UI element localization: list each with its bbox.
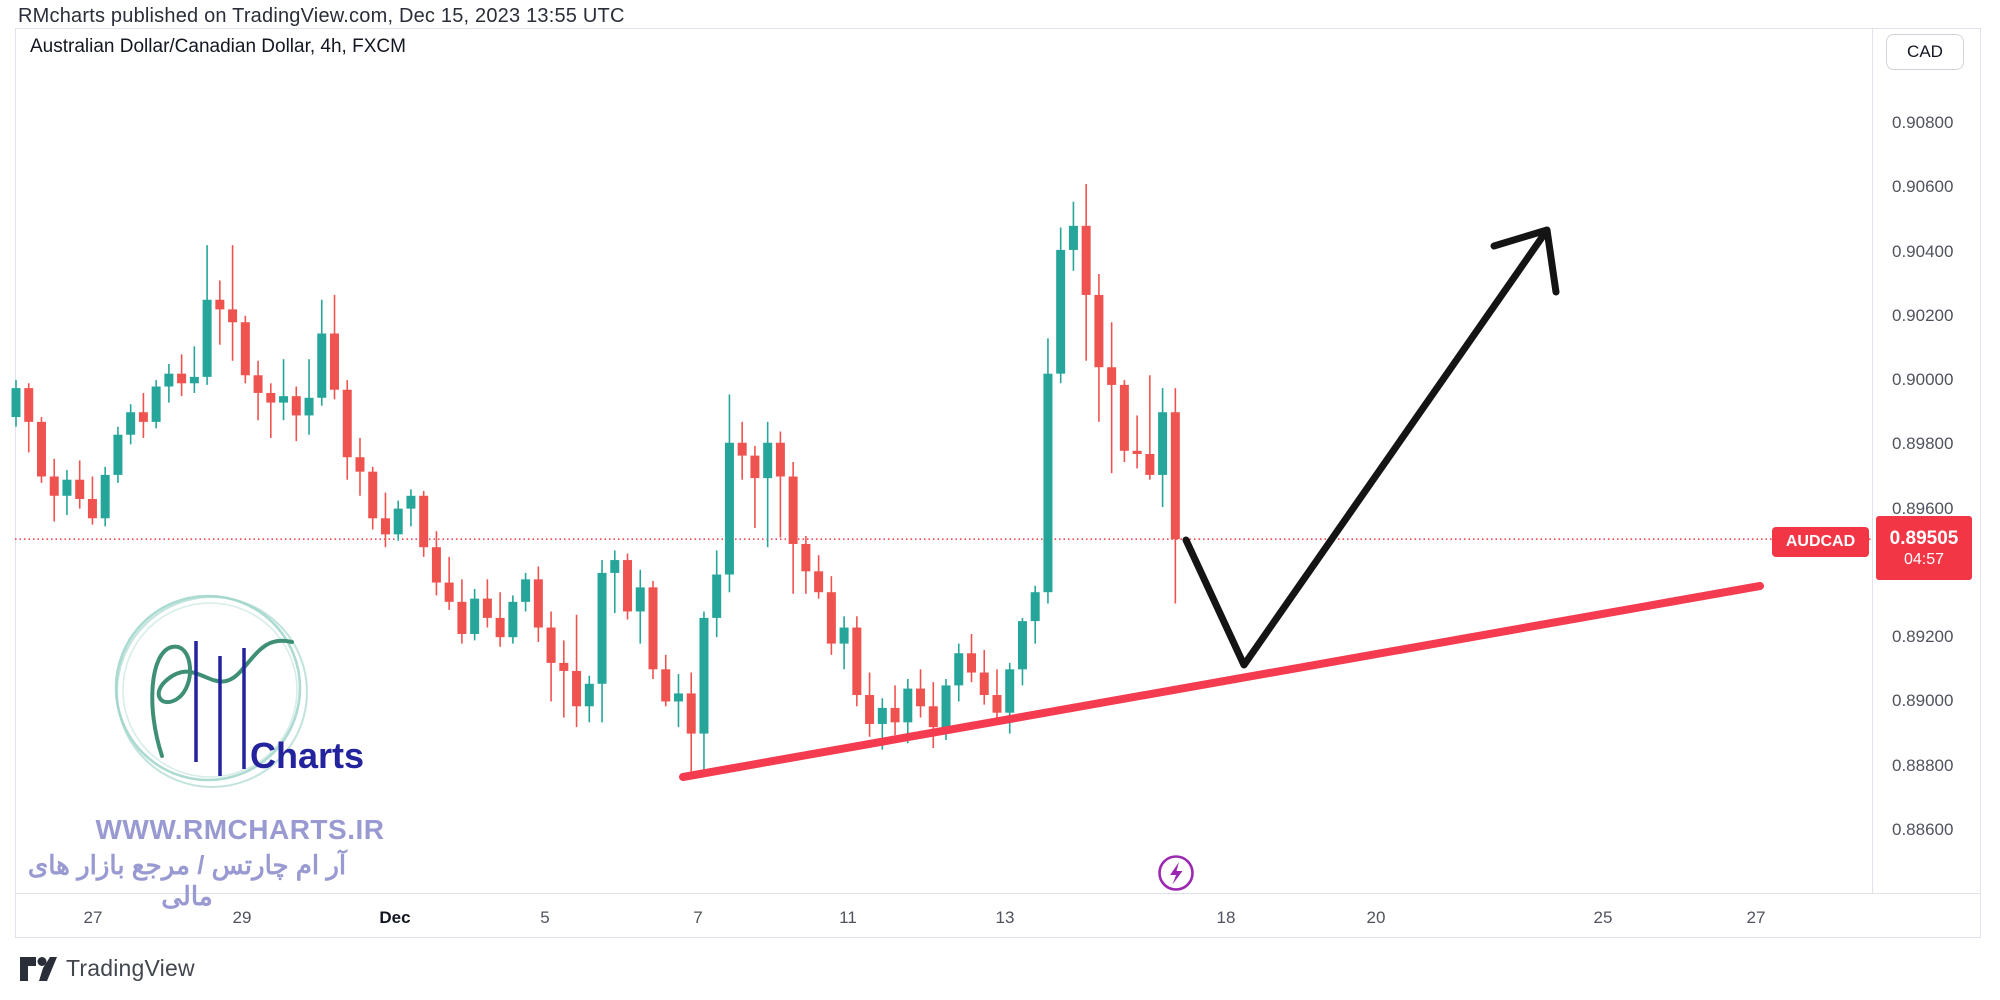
publish-attribution-line: RMcharts published on TradingView.com, D… (18, 5, 625, 27)
price-axis-label: 0.89200 (1892, 627, 1954, 647)
tradingview-brand-text: TradingView (66, 954, 195, 981)
price-axis-label: 0.90800 (1892, 113, 1954, 132)
price-axis-label: 0.90400 (1892, 241, 1954, 261)
price-axis-label: 0.90600 (1892, 177, 1954, 197)
price-axis-label: 0.88600 (1892, 820, 1954, 839)
time-axis-label: 5 (540, 908, 550, 927)
symbol-price-tag: AUDCAD (1772, 527, 1869, 557)
time-axis-separator (15, 893, 1981, 894)
time-axis-label: 7 (693, 908, 703, 927)
projection-arrow-shaft[interactable] (1182, 229, 1549, 669)
chart-title: Australian Dollar/Canadian Dollar, 4h, F… (30, 36, 406, 57)
price-axis-separator (1872, 28, 1873, 893)
time-axis-label: 11 (839, 908, 857, 927)
tradingview-logo-icon (20, 957, 57, 981)
chart-panel (15, 28, 1981, 938)
candles (11, 184, 1180, 773)
last-price-label: 0.89505 04:57 (1876, 516, 1972, 580)
projection-arrow-head (1490, 226, 1560, 296)
time-axis-label: 13 (995, 908, 1015, 927)
time-axis-label: Dec (379, 908, 411, 927)
time-axis-label: 20 (1366, 908, 1386, 927)
currency-button[interactable]: CAD (1886, 34, 1964, 70)
price-axis-label: 0.88800 (1892, 755, 1954, 775)
price-axis-label: 0.89000 (1892, 691, 1954, 711)
time-axis-label: 18 (1216, 908, 1236, 927)
logo-word: Charts (250, 735, 364, 776)
price-axis-label: 0.90200 (1892, 305, 1954, 325)
time-axis-label: 29 (232, 908, 252, 927)
time-axis-label: 27 (83, 908, 103, 927)
price-axis-label: 0.89600 (1892, 498, 1954, 518)
last-price-value: 0.89505 (1889, 527, 1959, 549)
watermark-persian-line: آر ام چارتس / مرجع بازار های مالی (27, 850, 347, 911)
time-axis-label: 27 (1746, 908, 1766, 927)
tradingview-footer[interactable]: TradingView (18, 952, 195, 984)
bar-countdown: 04:57 (1903, 551, 1945, 569)
watermark-url: WWW.RMCHARTS.IR (95, 814, 385, 845)
lightning-marker-icon[interactable] (1158, 855, 1194, 891)
price-axis-label: 0.89800 (1892, 434, 1954, 454)
rmcharts-logo: Charts (114, 594, 364, 789)
ascending-trendline[interactable] (679, 582, 1764, 781)
time-axis-label: 25 (1593, 908, 1613, 927)
price-axis-label: 0.90000 (1892, 370, 1954, 390)
